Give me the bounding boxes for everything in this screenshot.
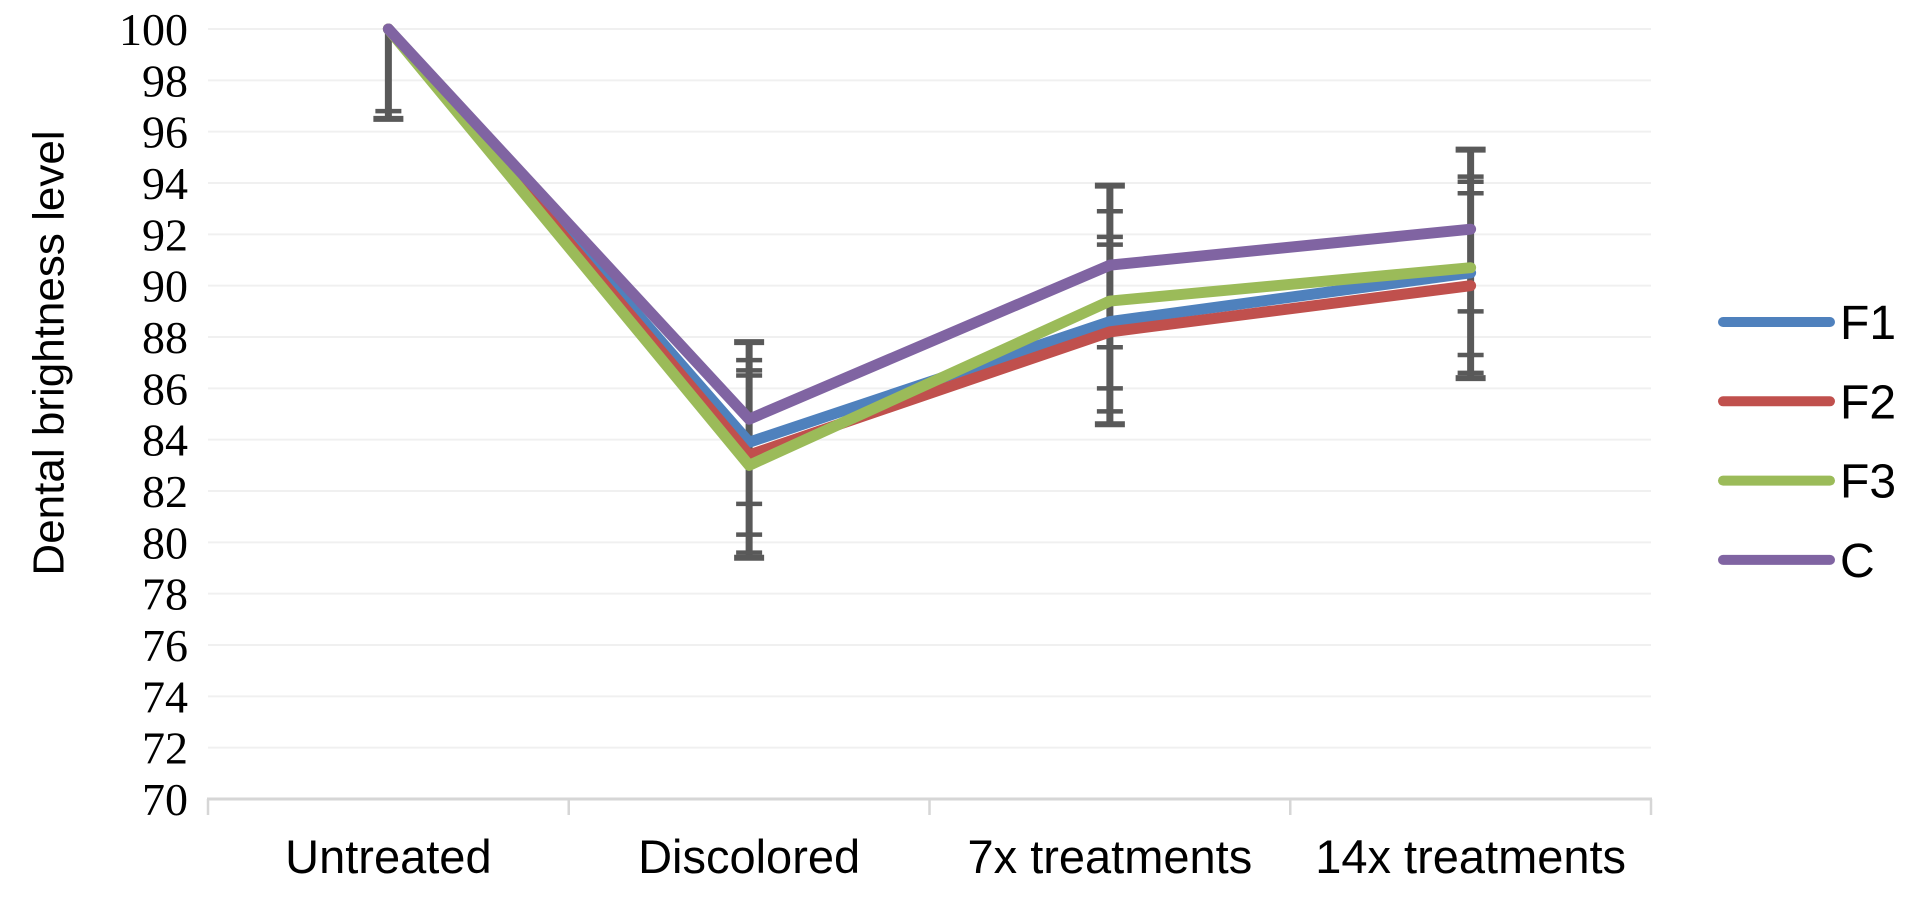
y-tick-label-100: 100 (119, 4, 188, 55)
y-tick-label-96: 96 (142, 107, 188, 158)
y-tick-label-72: 72 (142, 723, 188, 774)
category-label-untreated: Untreated (285, 830, 491, 883)
y-tick-label-92: 92 (142, 209, 188, 260)
y-axis-title: Dental brightness level (24, 130, 73, 575)
y-tick-label-74: 74 (142, 671, 188, 722)
error-bar-14x-treatments (1455, 146, 1486, 382)
series-line-f3 (382, 23, 1477, 471)
y-tick-label-78: 78 (142, 569, 188, 620)
category-label-14x-treatments: 14x treatments (1315, 830, 1626, 883)
y-tick-label-90: 90 (142, 261, 188, 312)
legend-label-f3: F3 (1840, 456, 1896, 509)
y-tick-label-80: 80 (142, 517, 188, 568)
y-tick-label-82: 82 (142, 466, 188, 517)
category-label-discolored: Discolored (638, 830, 860, 883)
y-tick-label-94: 94 (142, 158, 188, 209)
x-axis-category-labels: Untreated Discolored 7x treatments 14x trea… (285, 830, 1626, 883)
y-tick-label-98: 98 (142, 55, 188, 106)
legend: F1 F2 F3 C (1718, 297, 1896, 588)
y-tick-label-70: 70 (142, 774, 188, 825)
legend-label-c: C (1840, 535, 1875, 588)
legend-label-f2: F2 (1840, 376, 1896, 429)
y-tick-label-88: 88 (142, 312, 188, 363)
y-tick-label-86: 86 (142, 363, 188, 414)
error-bar-untreated (373, 29, 404, 122)
x-axis (206, 797, 1653, 815)
y-tick-label-76: 76 (142, 620, 188, 671)
legend-label-f1: F1 (1840, 297, 1896, 350)
category-label-7x-treatments: 7x treatments (968, 830, 1253, 883)
y-tick-label-84: 84 (142, 415, 188, 466)
series-line-c (382, 23, 1477, 425)
gridlines (208, 28, 1651, 749)
